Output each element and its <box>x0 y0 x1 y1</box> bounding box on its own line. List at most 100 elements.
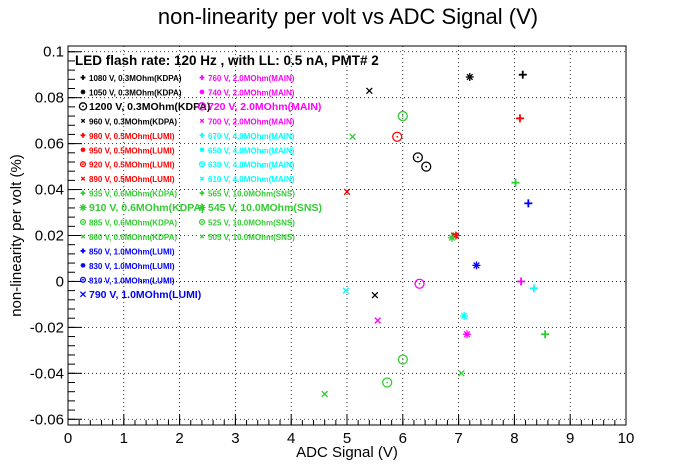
data-point-plus-marker <box>511 178 520 187</box>
legend-marker <box>79 291 87 298</box>
x-tick-label: 6 <box>399 430 407 447</box>
data-point-cross-marker <box>342 287 350 294</box>
data-point-cross-marker <box>365 87 373 95</box>
legend-marker <box>199 132 205 138</box>
x-tick-label: 2 <box>175 430 183 447</box>
data-point-plus-marker <box>517 277 526 286</box>
data-point-circle-marker <box>412 152 424 163</box>
led-info-header: LED flash rate: 120 Hz , with LL: 0.5 nA… <box>75 53 379 68</box>
data-point-circle-marker <box>421 161 432 172</box>
data-point-star-marker <box>447 233 456 242</box>
legend-entry-label: 670 V, 4.0MOhm(MAIN) <box>208 132 295 141</box>
legend-entry-label: 790 V, 1.0MOhm(LUMI) <box>89 289 201 301</box>
legend-marker <box>79 203 87 212</box>
legend-marker <box>79 276 87 283</box>
legend-marker <box>199 234 205 239</box>
legend-marker <box>199 147 205 153</box>
data-point-plus-marker <box>518 70 527 79</box>
legend-marker <box>80 190 86 196</box>
legend-entry-label: 980 V, 0.5MOhm(LUMI) <box>89 132 175 141</box>
data-point-cross-marker <box>374 317 382 324</box>
y-tick-label: -0.02 <box>30 319 64 336</box>
legend-entry-label: 545 V, 10.0MOhm(SNS) <box>208 202 322 214</box>
legend-entry-label: 850 V, 1.0MOhm(LUMI) <box>89 247 175 256</box>
data-point-circle-marker <box>397 354 408 365</box>
legend-marker <box>80 248 86 254</box>
legend-entry-label: 935 V, 0.6MOhm(KDPA) <box>89 190 177 199</box>
legend-marker <box>80 147 86 153</box>
data-point-cross-marker <box>321 390 329 398</box>
x-tick-label: 9 <box>566 430 574 447</box>
legend-marker <box>199 75 205 80</box>
legend-entry-label: 720 V, 2.0MOhm(MAIN) <box>208 101 321 113</box>
data-point-cross-marker <box>458 369 465 377</box>
x-tick-label: 5 <box>343 430 351 447</box>
x-tick-label: 0 <box>64 430 72 447</box>
data-point-star-marker <box>462 330 471 339</box>
legend-marker <box>80 262 86 268</box>
chart-title: non-linearity per volt vs ADC Signal (V) <box>157 4 539 29</box>
legend-marker <box>80 75 86 80</box>
legend-entry-label: 950 V, 0.5MOhm(LUMI) <box>89 146 175 155</box>
legend-entry-label: 1050 V, 0.3MOhm(KDPA) <box>89 88 182 97</box>
legend-entry-label: 810 V, 1.0MOhm(LUMI) <box>89 276 175 285</box>
legend-marker <box>80 132 86 138</box>
legend-entry-label: 885 V, 0.6MOhm(KDPA) <box>89 219 177 228</box>
legend-marker <box>199 190 205 196</box>
legend-marker <box>80 176 86 181</box>
y-tick-label: -0.06 <box>30 411 64 428</box>
legend-marker <box>198 203 206 212</box>
data-point-circle-marker <box>392 131 403 142</box>
data-point-cross-marker <box>371 291 379 299</box>
legend-marker <box>197 102 207 111</box>
y-tick-label: 0.08 <box>35 90 64 107</box>
y-tick-label: 0.02 <box>35 228 64 245</box>
x-tick-label: 7 <box>454 430 462 447</box>
legend-entry-label: 650 V, 4.0MOhm(MAIN) <box>208 146 295 155</box>
legend-entry-label: 610 V, 4.0MOhm(MAIN) <box>208 175 295 184</box>
legend-entry-label: 890 V, 0.5MOhm(LUMI) <box>89 175 175 184</box>
legend-entry-label: 565 V, 10.0MOhm(SNS) <box>208 190 295 199</box>
x-tick-label: 3 <box>231 430 239 447</box>
y-tick-label: 0.1 <box>43 44 64 61</box>
legend-marker <box>80 118 86 124</box>
legend-marker <box>79 218 87 226</box>
data-point-star-marker <box>465 73 474 82</box>
data-point-cross-marker <box>349 133 356 141</box>
legend-entry-label: 700 V, 2.0MOhm(MAIN) <box>208 117 295 126</box>
data-point-plus-marker <box>524 199 533 208</box>
y-tick-label: 0 <box>56 273 64 290</box>
legend-marker <box>80 89 86 95</box>
legend-marker <box>79 161 87 168</box>
legend-marker <box>198 161 206 168</box>
legend-entry-label: 505 V, 10.0MOhm(SNS) <box>208 233 295 242</box>
x-tick-label: 1 <box>120 430 128 447</box>
x-axis-label: ADC Signal (V) <box>296 444 398 461</box>
legend-entry-label: 525 V, 10.0MOhm(SNS) <box>208 219 295 228</box>
data-point-star-marker <box>472 261 481 270</box>
y-tick-label: 0.06 <box>35 136 64 153</box>
legend-entry-label: 960 V, 0.3MOhm(KDPA) <box>89 117 177 126</box>
legend-entry-label: 860 V, 0.6MOhm(KDPA) <box>89 233 177 242</box>
legend-marker <box>199 89 205 95</box>
legend-entry-label: 910 V, 0.6MOhm(KDPA) <box>89 202 205 214</box>
legend-entry-label: 760 V, 2.0MOhm(MAIN) <box>208 74 295 83</box>
legend-entry-label: 1080 V, 0.3MOhm(KDPA) <box>89 74 182 83</box>
legend-entry-label: 920 V, 0.5MOhm(LUMI) <box>89 161 175 170</box>
legend-marker <box>78 102 88 111</box>
data-point-cross-marker <box>343 188 351 196</box>
legend-marker <box>199 176 205 181</box>
data-point-circle-marker <box>382 377 393 388</box>
legend-entry-label: 630 V, 4.0MOhm(MAIN) <box>208 161 295 170</box>
x-tick-label: 4 <box>287 430 295 447</box>
y-tick-label: 0.04 <box>35 182 64 199</box>
y-tick-label: -0.04 <box>30 365 64 382</box>
data-point-plus-marker <box>541 330 550 339</box>
data-point-plus-marker <box>515 114 524 123</box>
legend-entry-label: 740 V, 2.0MOhm(MAIN) <box>208 88 295 97</box>
legend-entry-label: 1200 V, 0.3MOhm(KDPA) <box>89 101 210 113</box>
x-tick-label: 10 <box>618 430 635 447</box>
legend-marker <box>199 118 205 124</box>
